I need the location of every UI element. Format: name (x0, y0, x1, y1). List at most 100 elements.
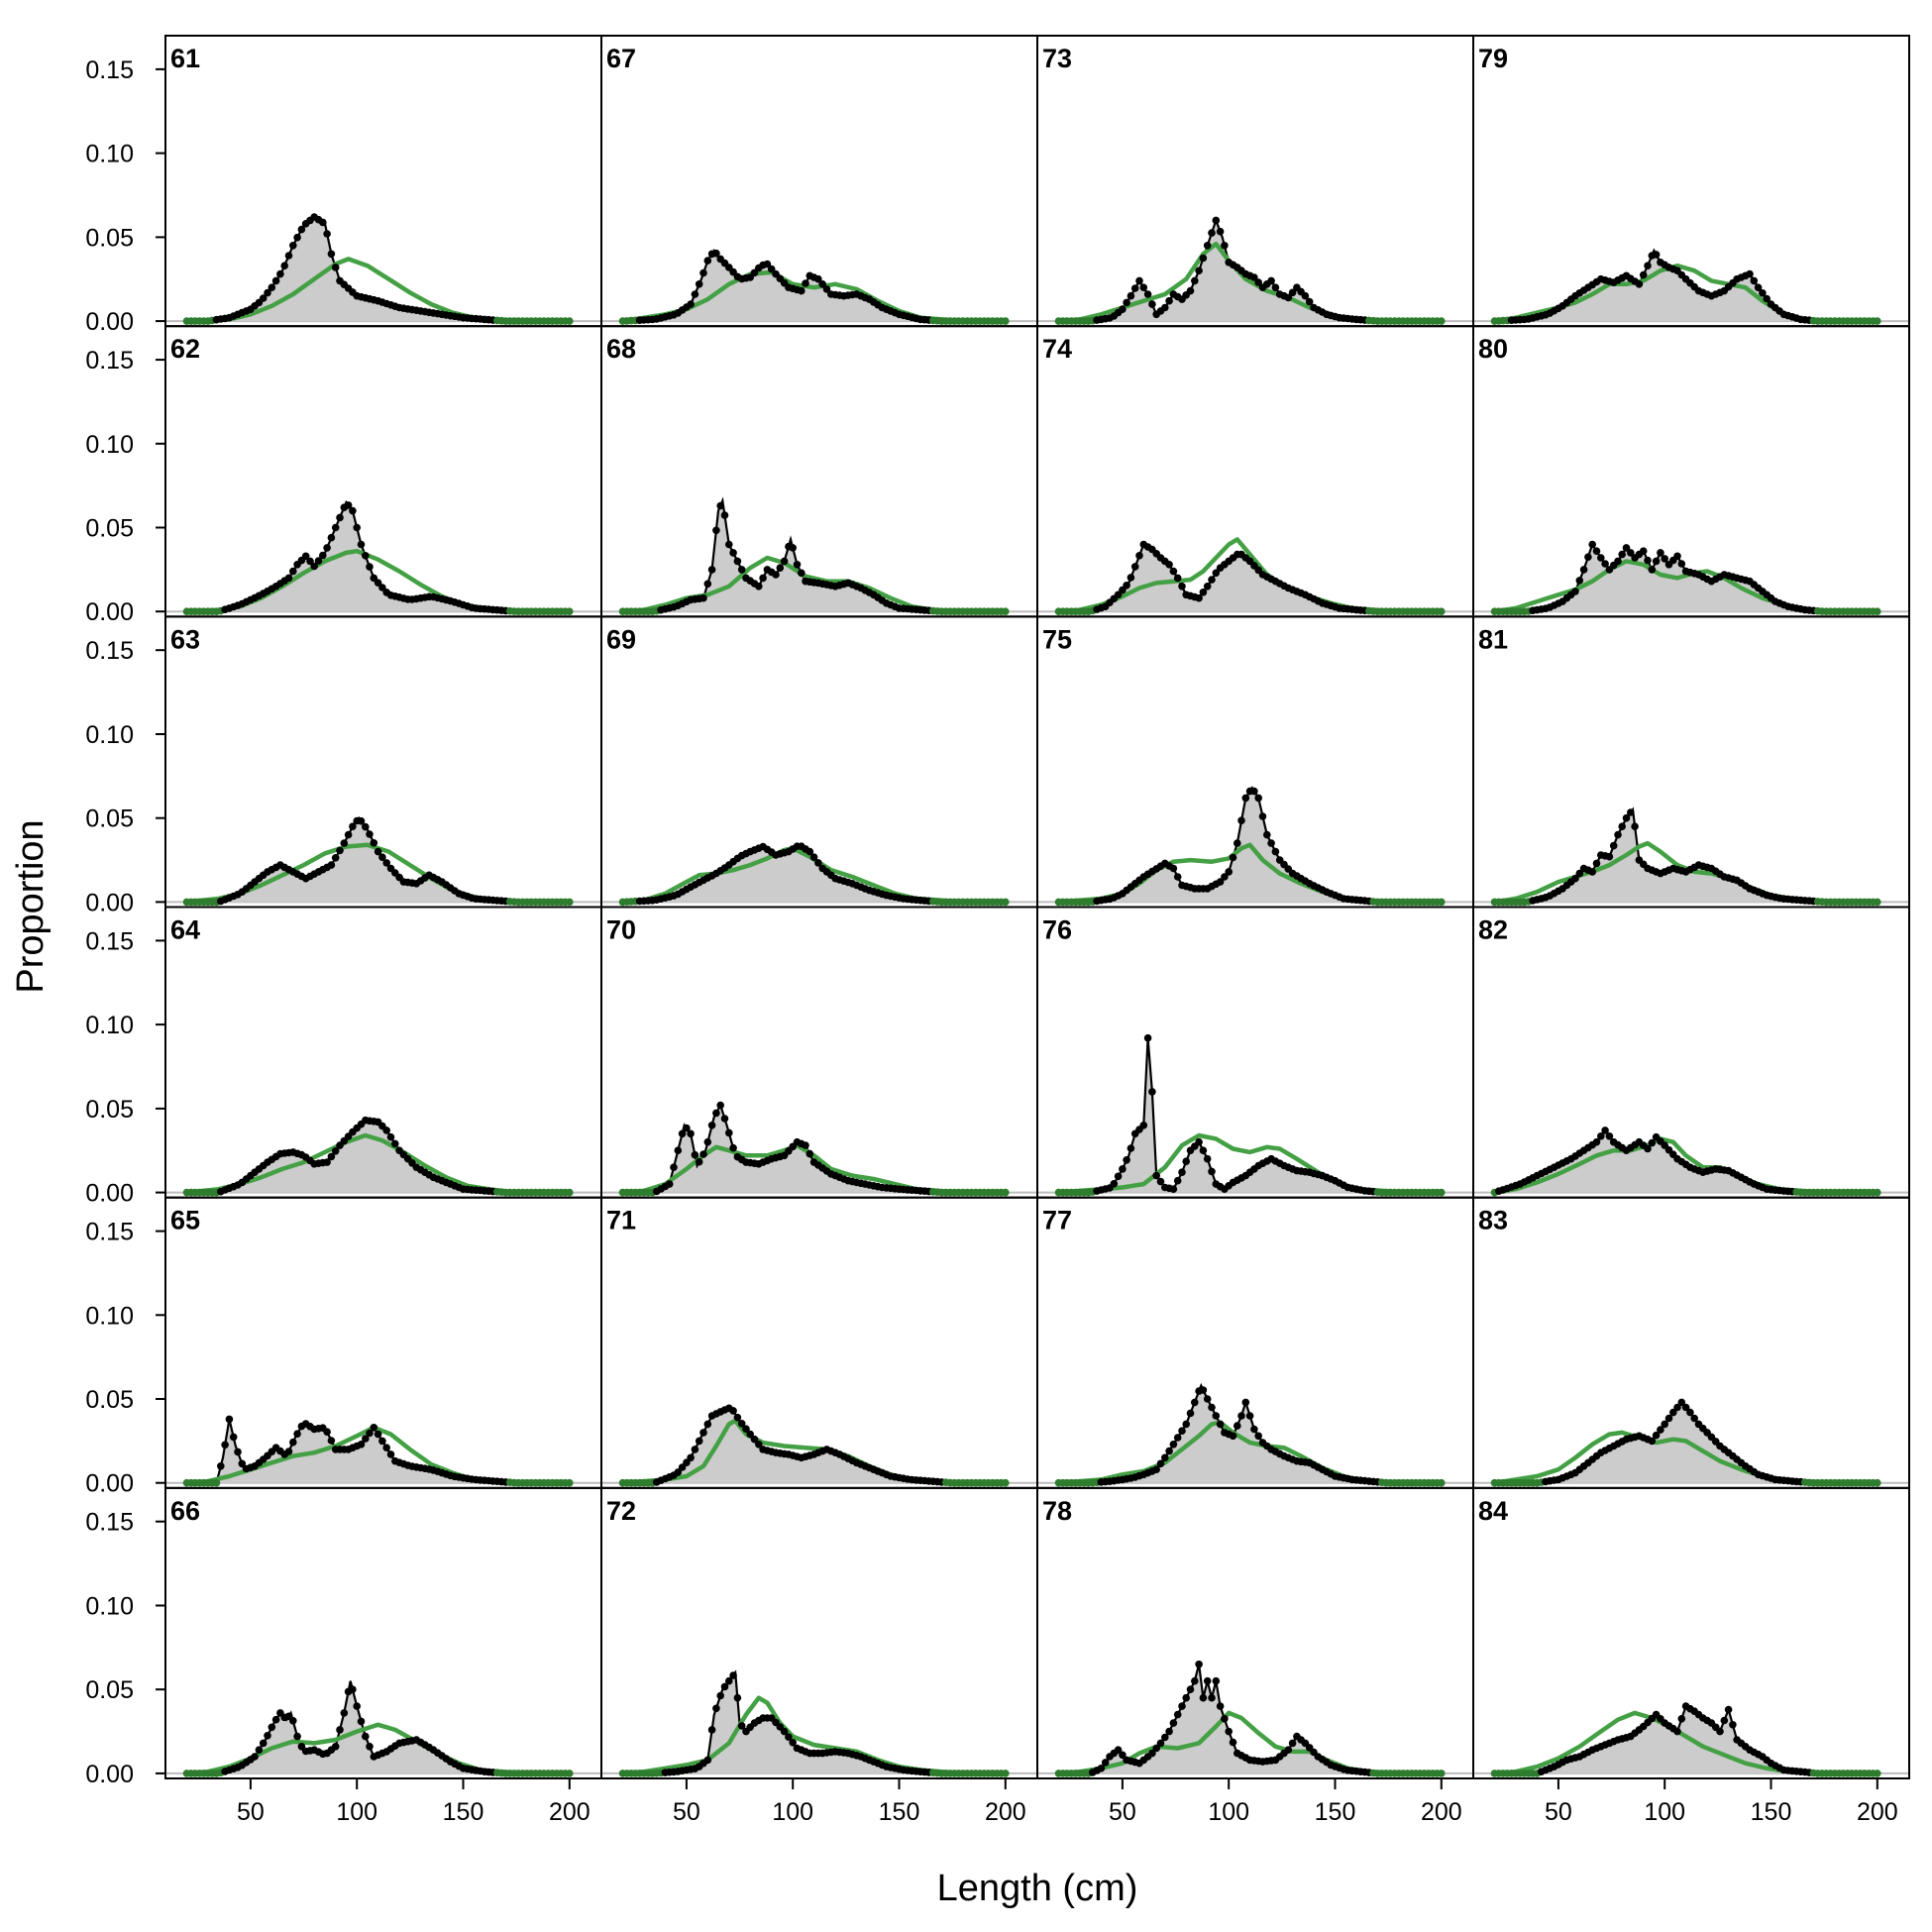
observed-point (1208, 1693, 1216, 1702)
observed-point (1216, 1420, 1225, 1429)
y-tick-label: 0.00 (85, 308, 134, 336)
observed-point (1622, 813, 1631, 822)
observed-point (310, 562, 319, 571)
observed-point (1250, 1425, 1258, 1434)
observed-point (1182, 1693, 1190, 1702)
observed-point (1652, 251, 1661, 259)
observed-point (1288, 288, 1297, 297)
observed-point (271, 276, 280, 285)
observed-point (1123, 582, 1130, 590)
observed-point (357, 1441, 366, 1449)
observed-point (1241, 1398, 1250, 1407)
observed-point (729, 549, 737, 557)
observed-point (362, 822, 370, 831)
observed-point (1614, 557, 1622, 566)
observed-point (1225, 868, 1233, 876)
observed-point (1644, 262, 1652, 270)
panel-label: 83 (1478, 1206, 1508, 1235)
observed-point (725, 540, 733, 549)
observed-point (1216, 1702, 1225, 1710)
y-tick-label: 0.00 (85, 1180, 134, 1208)
observed-point (340, 1709, 349, 1717)
observed-point (1724, 1705, 1733, 1714)
x-tick-label: 200 (985, 1798, 1026, 1826)
observed-point (1677, 560, 1686, 568)
observed-point (1652, 557, 1661, 566)
observed-point (391, 1139, 399, 1148)
observed-point (1186, 1685, 1195, 1693)
observed-point (687, 1453, 695, 1462)
observed-point (1664, 1414, 1673, 1423)
observed-point (818, 280, 826, 288)
observed-point (678, 1129, 687, 1138)
observed-point (1754, 283, 1763, 292)
observed-point (336, 846, 344, 855)
observed-point (1644, 1144, 1652, 1153)
observed-point (1267, 276, 1275, 285)
observed-point (1592, 1137, 1601, 1146)
observed-point (1191, 276, 1199, 285)
observed-point (1588, 868, 1596, 876)
observed-point (1161, 1453, 1169, 1462)
observed-point (1263, 830, 1271, 839)
observed-point (1438, 607, 1446, 615)
panel-label: 61 (170, 44, 200, 73)
observed-point (674, 1146, 683, 1154)
observed-point (264, 1732, 271, 1740)
observed-point (1438, 1188, 1446, 1197)
observed-point (1097, 1765, 1106, 1772)
y-tick-label: 0.15 (85, 56, 134, 84)
observed-point (1720, 1716, 1729, 1725)
observed-point (1199, 1693, 1208, 1702)
panel-77: 77 (1036, 1196, 1474, 1489)
y-tick-label: 0.05 (85, 515, 134, 543)
observed-point (805, 1149, 814, 1158)
observed-point (1161, 303, 1169, 312)
observed-area (1494, 250, 1878, 322)
observed-point (566, 1770, 574, 1777)
observed-point (280, 262, 289, 270)
panel-62: 62 0.00 0.05 0.10 0.15 (85, 325, 602, 626)
observed-point (1127, 574, 1135, 582)
observed-point (1156, 1177, 1165, 1186)
observed-point (687, 300, 695, 308)
observed-area (186, 217, 570, 322)
observed-area (1058, 544, 1442, 612)
observed-point (1186, 286, 1195, 295)
observed-point (1618, 822, 1626, 830)
observed-point (1221, 873, 1229, 881)
observed-point (1195, 267, 1203, 275)
observed-point (1114, 1172, 1123, 1181)
observed-point (221, 1441, 229, 1449)
panel-84: 84 50 100 150 200 (1472, 1486, 1910, 1826)
observed-point (1627, 549, 1635, 557)
observed-point (1182, 1157, 1190, 1165)
observed-point (737, 1420, 746, 1428)
observed-point (683, 1124, 691, 1132)
observed-point (1609, 841, 1618, 850)
panel-79: 79 (1472, 35, 1910, 328)
observed-point (1746, 269, 1754, 278)
observed-point (703, 1420, 712, 1429)
observed-point (1119, 305, 1127, 314)
observed-point (1123, 298, 1130, 307)
observed-point (323, 1158, 331, 1166)
observed-point (1254, 1432, 1262, 1441)
observed-point (323, 544, 331, 552)
observed-area (1494, 1129, 1878, 1193)
observed-point (1208, 576, 1216, 584)
observed-point (1173, 873, 1182, 881)
panel-label: 84 (1478, 1496, 1508, 1526)
observed-area (1494, 809, 1878, 903)
observed-point (1002, 898, 1010, 907)
observed-point (1759, 289, 1767, 297)
observed-point (1165, 1727, 1173, 1736)
observed-point (1152, 1171, 1160, 1180)
observed-point (1284, 1746, 1293, 1754)
observed-point (1127, 1144, 1135, 1152)
observed-point (725, 1128, 733, 1137)
panel-label: 72 (606, 1496, 636, 1526)
x-tick-label: 100 (1208, 1798, 1249, 1826)
observed-point (780, 557, 789, 566)
